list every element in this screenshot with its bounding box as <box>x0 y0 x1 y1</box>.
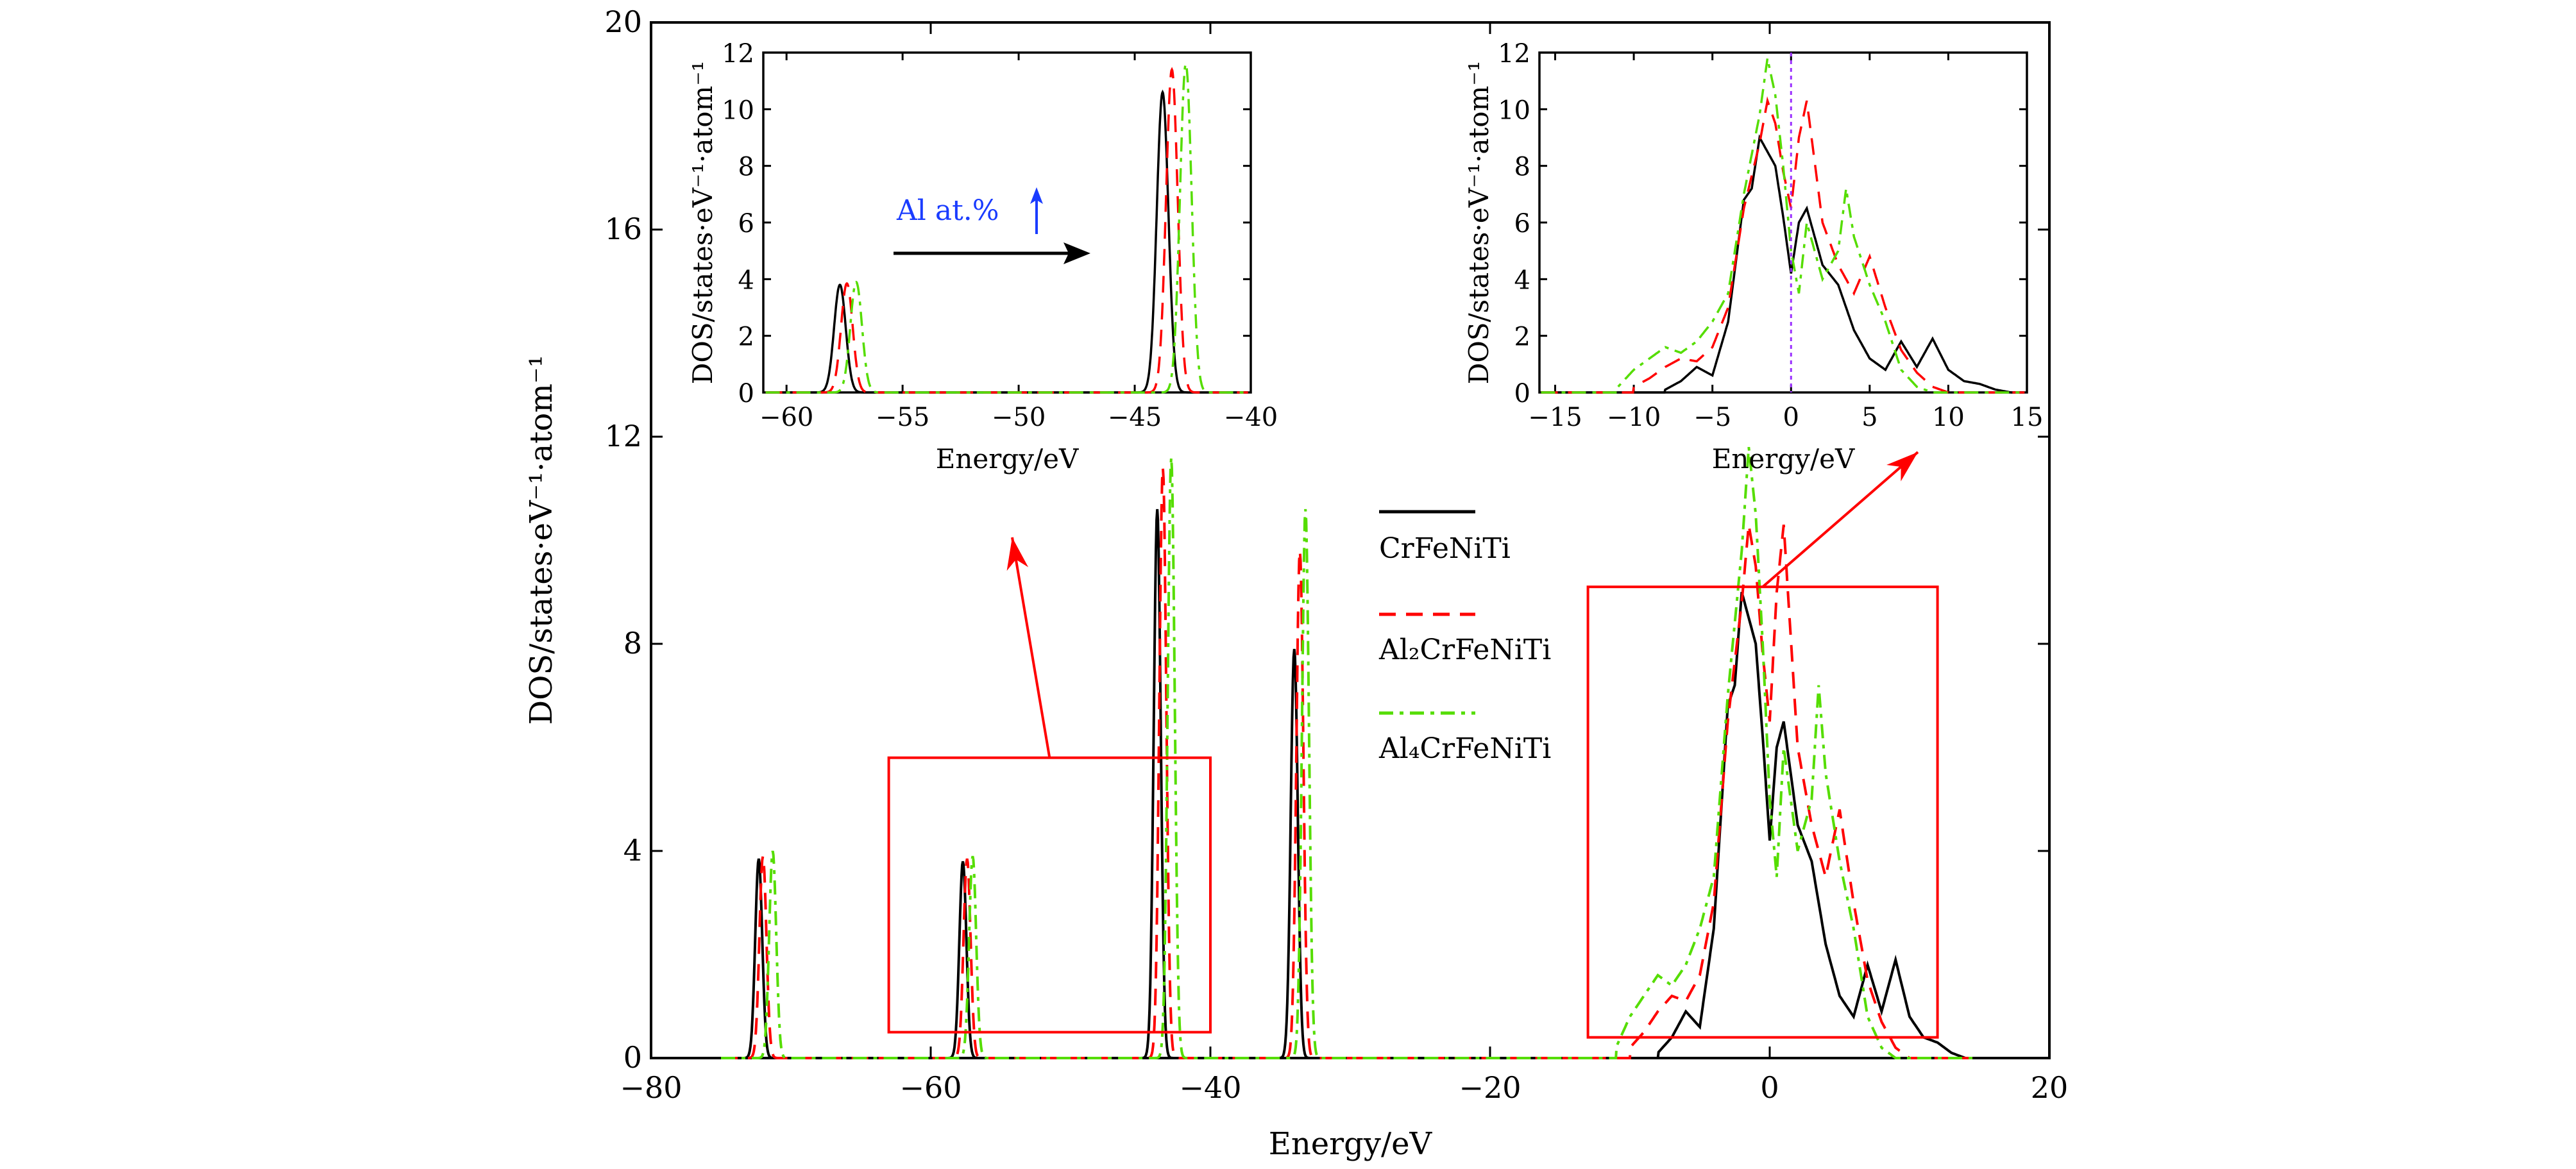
inset1-background <box>763 53 1251 392</box>
main-ytick-label: 0 <box>623 1040 642 1075</box>
main-xtick-label: −80 <box>620 1070 682 1105</box>
arrow-to-core-inset-shaft <box>1011 537 1051 758</box>
inset2-xtick-label: −15 <box>1528 403 1582 432</box>
inset2-xtick-label: −10 <box>1607 403 1661 432</box>
inset2-series-group <box>1541 53 2025 394</box>
inset1-ytick-label: 0 <box>738 379 754 408</box>
main-ytick-label: 8 <box>623 626 642 660</box>
main-xtick-label: 20 <box>2031 1070 2069 1105</box>
main-series-group <box>721 446 1973 1059</box>
inset1-ytick-label: 6 <box>738 209 754 239</box>
main-xtick-label: 0 <box>1760 1070 1779 1105</box>
inset1-xtick-label: −40 <box>1224 403 1278 432</box>
inset1-series-line-0 <box>765 89 1248 394</box>
inset1-y-axis-label: DOS/states·eV⁻¹·atom⁻¹ <box>687 61 718 385</box>
inset1-xtick-label: −55 <box>876 403 929 432</box>
al-up-arrow-icon <box>1030 187 1043 204</box>
inset2-y-axis-label: DOS/states·eV⁻¹·atom⁻¹ <box>1463 61 1495 385</box>
inset2-x-axis-label: Energy/eV <box>1712 443 1855 475</box>
arrow-to-valence-inset-shaft <box>1761 451 1919 588</box>
inset-core-levels: −60 −55 −50 −45 −40 0 2 4 6 8 10 12 Energy/eV DOS/s… <box>687 39 1278 475</box>
main-ytick-label: 12 <box>604 419 642 453</box>
inset1-series-line-1 <box>765 67 1248 394</box>
main-xtick-label: −60 <box>899 1070 962 1105</box>
main-ytick-label: 4 <box>623 833 642 868</box>
main-ytick-label: 20 <box>604 4 642 39</box>
inset1-xtick-label: −45 <box>1108 403 1162 432</box>
inset2-xtick-label: 10 <box>1932 403 1965 432</box>
inset1-series-line-2 <box>765 61 1248 394</box>
legend-label-al2: Al₂CrFeNiTi <box>1378 634 1551 666</box>
inset2-ytick-label: 10 <box>1498 96 1530 125</box>
inset2-ticks: −15 −10 −5 0 5 10 15 0 2 4 6 8 10 12 <box>1498 39 2043 432</box>
main-ytick-label: 16 <box>604 212 642 246</box>
arrow-to-core-inset-head <box>1006 537 1029 571</box>
al-percent-arrow: Al at.% <box>894 187 1090 264</box>
inset1-x-axis-label: Energy/eV <box>936 443 1079 475</box>
inset1-series-group <box>765 61 1248 394</box>
inset1-ticks: −60 −55 −50 −45 −40 0 2 4 6 8 10 12 <box>722 39 1278 432</box>
highlight-annotations <box>887 451 1939 1039</box>
inset2-xtick-label: −5 <box>1693 403 1731 432</box>
inset2-ytick-label: 4 <box>1514 265 1530 295</box>
main-xtick-label: −20 <box>1459 1070 1521 1105</box>
inset2-ytick-label: 0 <box>1514 379 1530 408</box>
main-y-axis-label: DOS/states·eV⁻¹·atom⁻¹ <box>523 355 559 725</box>
legend: CrFeNiTi Al₂CrFeNiTi Al₄CrFeNiTi <box>1378 510 1551 765</box>
legend-label-crfeniti: CrFeNiTi <box>1379 532 1511 565</box>
inset2-xtick-label: 5 <box>1861 403 1877 432</box>
inset1-ytick-label: 10 <box>722 96 754 125</box>
inset2-ytick-label: 12 <box>1498 39 1530 69</box>
main-x-axis-label: Energy/eV <box>1269 1126 1433 1162</box>
main-xtick-label: −40 <box>1179 1070 1241 1105</box>
inset1-ytick-label: 12 <box>722 39 754 69</box>
main-series-line-0 <box>721 509 1973 1059</box>
inset2-ytick-label: 6 <box>1514 209 1530 239</box>
arrow-to-valence-inset-head <box>1886 452 1918 482</box>
inset1-ytick-label: 2 <box>738 323 754 352</box>
al-percent-label: Al at.% <box>896 194 999 227</box>
inset2-series-line-0 <box>1541 134 2025 394</box>
inset1-xtick-label: −50 <box>992 403 1046 432</box>
al-arrow-head <box>1063 242 1090 264</box>
inset1-ytick-label: 8 <box>738 153 754 182</box>
inset-valence-band: −15 −10 −5 0 5 10 15 0 2 4 6 8 10 12 Energy/eV DOS/st… <box>1463 39 2043 475</box>
inset2-xtick-label: 0 <box>1783 403 1799 432</box>
inset2-ytick-label: 2 <box>1514 323 1530 352</box>
inset2-series-line-2 <box>1541 58 2025 394</box>
legend-label-al4: Al₄CrFeNiTi <box>1378 732 1551 765</box>
inset1-ytick-label: 4 <box>738 265 754 295</box>
inset2-ytick-label: 8 <box>1514 153 1530 182</box>
inset1-xtick-label: −60 <box>759 403 813 432</box>
inset2-xtick-label: 15 <box>2011 403 2044 432</box>
